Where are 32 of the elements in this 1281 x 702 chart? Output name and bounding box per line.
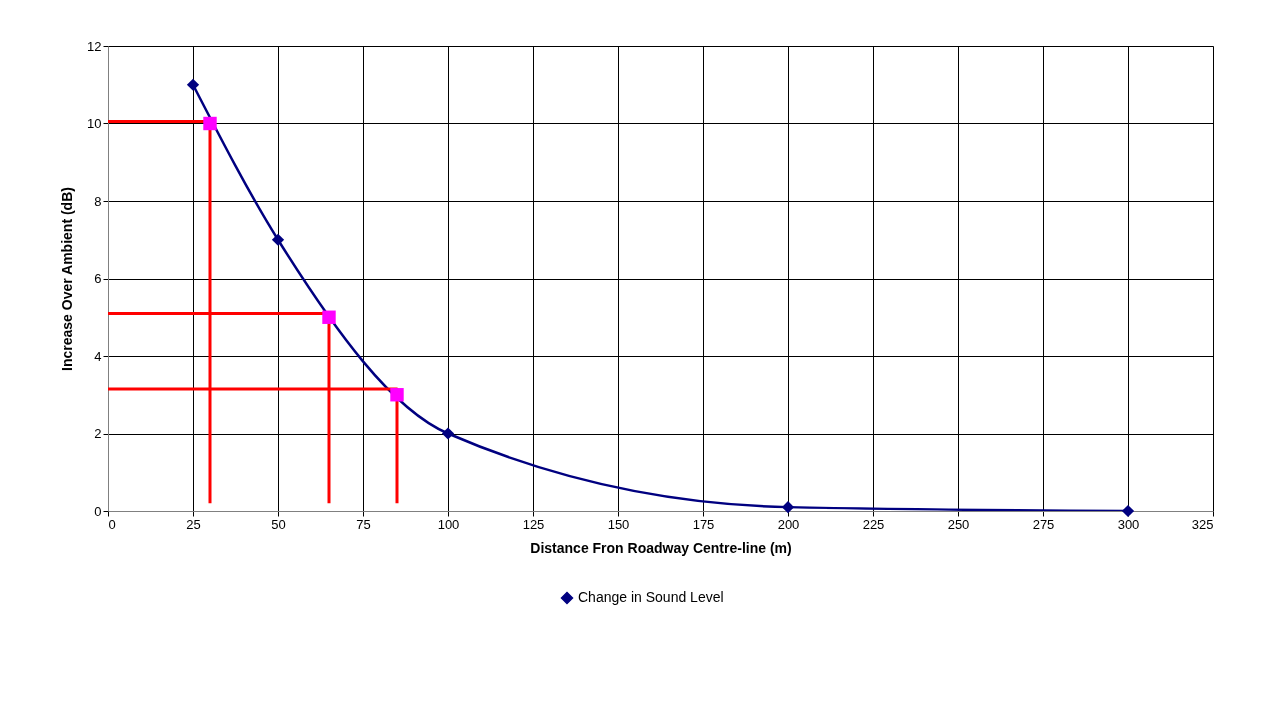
x-tick-label: 275 (1032, 516, 1055, 532)
point (441, 427, 455, 440)
point (1121, 504, 1135, 518)
y-tick-label: 6 (94, 271, 102, 286)
x-tick-label: 175 (692, 516, 715, 532)
x-tick-label: 325 (1191, 516, 1214, 532)
y-tick-label: 0 (94, 503, 102, 519)
x-tick-label: 0 (108, 516, 116, 532)
point (390, 388, 404, 402)
y-tick-label: 4 (94, 348, 102, 364)
x-tick-label: 225 (862, 516, 885, 532)
point (203, 116, 217, 131)
point (186, 78, 200, 91)
x-tick-label: 200 (777, 516, 800, 532)
y-tick-label: 12 (87, 38, 102, 54)
x-tick-label: 250 (947, 516, 970, 532)
x-tick-label: 100 (437, 516, 460, 532)
point (271, 233, 285, 246)
y-tick-label: 8 (94, 193, 102, 209)
x-tick-label: 125 (522, 516, 545, 532)
point (781, 501, 795, 514)
x-tick-label: 25 (186, 516, 201, 532)
y-axis-title: Increase Over Ambient (dB) (59, 187, 76, 371)
x-tick-label: 150 (607, 516, 630, 532)
y-tick-label: 2 (94, 426, 102, 441)
x-tick-label: 300 (1117, 516, 1140, 532)
x-tick-label: 50 (271, 516, 286, 532)
x-axis-title: Distance Fron Roadway Centre-line (m) (530, 539, 792, 556)
y-tick-label: 10 (87, 116, 102, 131)
legend-label: Change in Sound Level (578, 589, 724, 605)
x-tick-label: 75 (356, 516, 371, 532)
point (322, 310, 336, 324)
